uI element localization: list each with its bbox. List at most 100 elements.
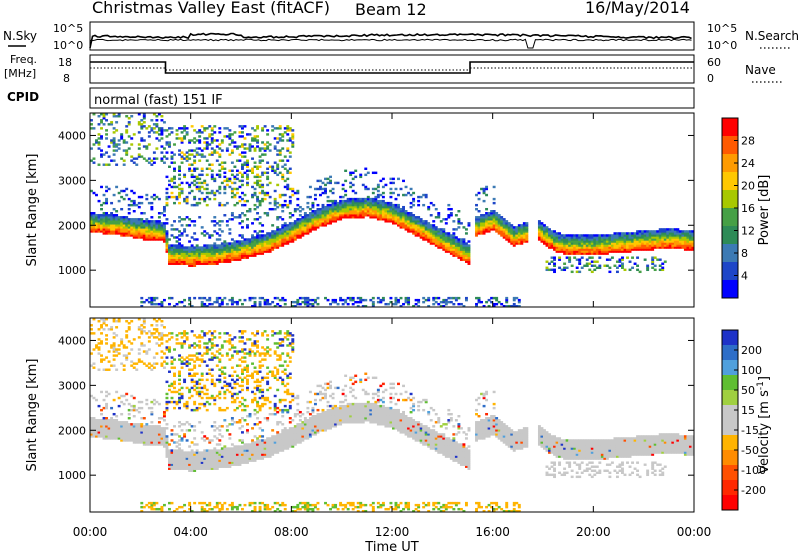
power-cell [648,240,652,243]
power-cell [160,226,164,229]
power-cell [371,210,375,213]
power-cell [195,256,199,259]
power-cell [683,244,687,247]
power-cell [286,230,290,233]
power-cell [273,207,277,211]
date-label: 16/May/2014 [585,0,690,17]
power-cell [437,214,441,217]
power-cell [271,224,275,227]
power-cell [402,205,405,209]
power-cell [366,201,370,205]
power-cell [125,224,129,227]
power-cell [313,187,317,191]
velocity-cell [195,356,199,359]
power-cell [419,195,423,199]
power-cell [397,298,400,302]
power-cell [495,228,499,231]
power-cell [276,240,280,243]
power-cell [271,207,275,211]
power-cell [183,228,187,231]
power-cell [130,115,134,118]
power-cell [175,256,179,259]
velocity-cell [170,467,174,470]
power-cell [636,246,640,249]
power-cell [271,300,275,304]
power-cell [155,157,159,160]
velocity-cell [190,465,194,468]
power-cell [336,207,340,211]
velocity-cell [195,459,199,462]
power-cell [102,230,106,233]
power-cell [246,163,249,166]
power-cell [492,304,496,308]
power-cell [663,260,667,263]
power-cell [203,187,207,191]
power-cell [261,171,265,175]
power-cell [505,228,509,231]
power-cell [583,248,587,251]
velocity-cell [135,437,139,440]
velocity-cell [100,390,103,394]
velocity-cell [100,332,103,335]
power-cell [263,193,267,197]
power-cell [258,165,262,168]
power-cell [243,161,247,164]
velocity-cell [185,453,189,456]
power-cell [218,304,222,308]
velocity-cell [175,467,179,470]
velocity-cell [193,334,197,337]
velocity-cell [112,423,116,426]
velocity-cell [200,509,204,513]
power-cell [646,234,650,237]
power-cell [575,246,579,249]
power-cell [626,248,629,251]
power-cell [663,234,667,237]
power-cell [125,222,129,225]
power-cell [336,205,340,209]
velocity-cell [178,457,181,460]
power-cell [278,238,282,241]
power-cell [306,205,310,209]
power-cell [351,171,355,175]
power-cell [641,230,645,233]
power-cell [381,185,385,189]
power-cell [168,258,171,261]
power-cell [278,234,282,237]
power-cell [218,175,222,179]
power-cell [273,145,277,148]
power-cell [422,224,426,227]
power-cell [203,137,207,140]
power-cell [215,232,219,235]
power-cell [646,244,650,247]
power-cell [608,240,612,243]
velocity-cell [210,346,214,349]
power-cell [238,125,242,128]
power-cell [301,230,305,233]
power-cell [643,244,647,247]
velocity-cell [195,386,199,390]
power-cell [512,230,516,233]
power-cell [296,207,300,211]
power-cell [178,149,181,152]
power-cell [238,252,242,255]
velocity-cell [175,457,179,460]
power-cell [507,222,511,225]
velocity-cell [195,457,199,460]
power-cell [230,195,234,199]
velocity-cell [112,435,116,438]
power-cell [417,222,421,225]
power-cell [349,298,353,302]
power-cell [218,260,222,263]
power-cell [623,246,627,249]
velocity-cell [95,435,98,438]
power-cell [238,179,242,183]
power-cell [595,240,599,243]
velocity-cell [215,378,219,382]
power-cell [266,193,270,197]
power-cell [497,232,501,235]
power-cell [283,224,287,227]
power-cell [349,216,353,219]
power-cell [439,238,443,241]
power-cell [397,177,400,181]
power-cell [147,131,151,134]
